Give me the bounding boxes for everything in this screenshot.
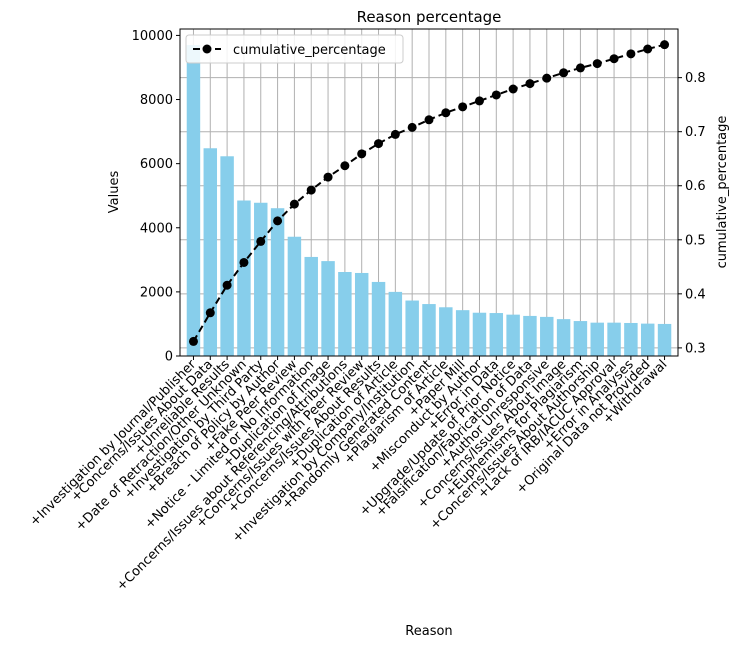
bar <box>220 156 234 356</box>
bar <box>270 208 285 356</box>
bar <box>540 316 554 356</box>
right-axis: 0.3 0.4 0.5 0.6 0.7 0.8 <box>678 71 706 356</box>
bar <box>203 148 218 356</box>
cumulative-point <box>407 122 417 132</box>
cumulative-point <box>289 199 299 209</box>
bar <box>254 202 268 356</box>
cumulative-point <box>357 149 367 159</box>
cumulative-point <box>273 216 283 226</box>
bar <box>607 322 621 356</box>
chart-title: Reason percentage <box>357 8 502 26</box>
cumulative-point <box>374 139 384 149</box>
legend-marker-swatch <box>202 44 212 54</box>
cumulative-point <box>474 96 484 106</box>
bar <box>523 315 537 356</box>
cumulative-point <box>222 280 232 290</box>
cumulative-point <box>592 59 602 69</box>
bar <box>321 261 335 356</box>
legend: cumulative_percentage <box>185 34 404 64</box>
y-tick-label: 0 <box>165 350 173 365</box>
bar <box>186 45 201 356</box>
x-axis-title: Reason <box>405 624 452 639</box>
bar <box>657 323 672 356</box>
bar <box>338 272 352 356</box>
bar <box>388 291 403 356</box>
cumulative-point <box>575 63 585 73</box>
y-right-tick-label: 0.8 <box>685 71 706 86</box>
cumulative-point <box>626 49 636 59</box>
left-axis: 0 2000 4000 6000 8000 10000 <box>132 29 180 365</box>
y-tick-label: 8000 <box>140 93 173 108</box>
cumulative-point <box>643 44 653 54</box>
cumulative-point <box>424 115 434 125</box>
y-right-tick-label: 0.3 <box>685 341 706 356</box>
y-tick-label: 10000 <box>132 29 173 44</box>
y-right-tick-label: 0.6 <box>685 179 706 194</box>
y-right-tick-label: 0.7 <box>685 125 706 140</box>
bar <box>304 256 318 356</box>
cumulative-point <box>188 336 198 346</box>
cumulative-point <box>239 257 249 267</box>
cumulative-point <box>508 84 518 94</box>
cumulative-point <box>609 54 619 64</box>
y-right-tick-label: 0.5 <box>685 233 706 248</box>
bar <box>371 281 386 356</box>
legend-box <box>185 34 404 64</box>
bar <box>439 307 453 356</box>
bar <box>472 312 487 356</box>
bar <box>237 200 251 356</box>
cumulative-point <box>660 40 670 50</box>
cumulative-point <box>340 161 350 171</box>
bar <box>455 310 470 356</box>
bar <box>405 300 419 356</box>
cumulative-point <box>205 308 215 318</box>
y-axis-right-title: cumulative_percentage <box>715 116 730 269</box>
cumulative-point <box>390 129 400 139</box>
bar <box>354 272 369 356</box>
y-axis-title: Values <box>107 171 122 214</box>
bar <box>590 322 604 356</box>
cumulative-point <box>256 236 266 246</box>
bars <box>186 45 672 356</box>
y-tick-label: 4000 <box>140 221 173 236</box>
bar <box>489 313 504 356</box>
bar <box>640 323 655 356</box>
cumulative-point <box>306 185 316 195</box>
bar <box>506 314 520 356</box>
cumulative-line <box>188 40 670 346</box>
bar <box>573 321 588 356</box>
y-right-tick-label: 0.4 <box>685 287 706 302</box>
bar <box>624 322 638 356</box>
cumulative-point <box>525 79 535 89</box>
bar <box>422 304 436 356</box>
cumulative-point <box>491 90 501 100</box>
y-tick-label: 2000 <box>140 285 173 300</box>
cumulative-point <box>441 108 451 118</box>
bar <box>556 319 571 356</box>
cumulative-point <box>542 73 552 83</box>
cumulative-point <box>323 172 333 182</box>
legend-label-cumulative-percentage: cumulative_percentage <box>233 43 386 58</box>
cumulative-point <box>559 68 569 78</box>
cumulative-point <box>458 102 468 112</box>
y-tick-label: 6000 <box>140 157 173 172</box>
bar <box>287 236 302 356</box>
x-axis: +Investigation by Journal/Publisher+Conc… <box>27 356 670 594</box>
